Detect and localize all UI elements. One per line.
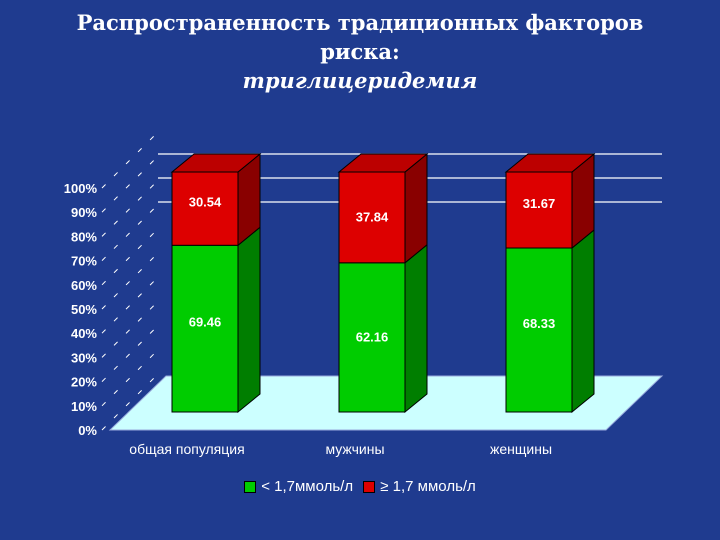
legend-swatch-green bbox=[244, 480, 257, 493]
y-tick-label: 40% bbox=[71, 326, 97, 341]
y-grid-diagonal bbox=[101, 252, 159, 310]
legend: < 1,7ммоль/л ≥ 1,7 ммоль/л bbox=[0, 478, 720, 497]
y-grid-diagonal bbox=[101, 131, 159, 189]
bar-top bbox=[170, 153, 262, 173]
data-label: 69.46 bbox=[189, 315, 222, 330]
y-tick-label: 100% bbox=[64, 181, 98, 196]
data-label: 30.54 bbox=[189, 195, 222, 210]
y-tick-label: 30% bbox=[71, 350, 97, 365]
legend-item-low: < 1,7ммоль/л bbox=[244, 478, 353, 495]
y-tick-label: 0% bbox=[78, 423, 97, 438]
y-grid-diagonal bbox=[101, 276, 159, 334]
y-tick-label: 70% bbox=[71, 254, 97, 269]
bar-top bbox=[504, 153, 596, 173]
category-label: женщины bbox=[490, 441, 552, 457]
y-grid-diagonal bbox=[101, 204, 159, 261]
legend-label-high: ≥ 1,7 ммоль/л bbox=[380, 478, 476, 495]
bar-segment-front bbox=[505, 171, 573, 249]
bar-segment-side bbox=[571, 228, 595, 414]
y-tick-label: 20% bbox=[71, 375, 97, 390]
data-label: 31.67 bbox=[523, 196, 556, 211]
y-grid-diagonal bbox=[101, 325, 159, 382]
category-label: мужчины bbox=[325, 441, 384, 457]
bar-segment-side bbox=[404, 152, 428, 264]
y-grid-diagonal bbox=[101, 155, 159, 213]
y-grid-diagonal bbox=[101, 180, 159, 237]
category-label: общая популяция bbox=[129, 441, 244, 457]
y-tick-label: 10% bbox=[71, 399, 97, 414]
bar-segment-front bbox=[338, 262, 406, 413]
y-tick-label: 90% bbox=[71, 205, 97, 220]
y-grid-diagonal bbox=[101, 301, 159, 358]
title-line-2: риска: bbox=[320, 39, 400, 64]
data-label: 37.84 bbox=[356, 209, 389, 224]
slide-title: Распространенность традиционных факторов… bbox=[0, 8, 720, 95]
bar-segment-side bbox=[404, 243, 428, 414]
y-tick-label: 60% bbox=[71, 278, 97, 293]
data-label: 68.33 bbox=[523, 316, 556, 331]
title-line-3: триглицеридемия bbox=[242, 68, 478, 93]
legend-swatch-red bbox=[363, 480, 376, 493]
bar-segment-front bbox=[505, 247, 573, 413]
legend-item-high: ≥ 1,7 ммоль/л bbox=[363, 478, 476, 495]
legend-label-low: < 1,7ммоль/л bbox=[261, 478, 354, 495]
y-tick-label: 80% bbox=[71, 229, 97, 244]
y-tick-label: 50% bbox=[71, 302, 97, 317]
bar-top bbox=[337, 153, 429, 173]
y-grid-diagonal bbox=[101, 228, 159, 286]
title-line-1: Распространенность традиционных факторов bbox=[76, 10, 644, 35]
bar-segment-side bbox=[237, 226, 261, 414]
data-label: 62.16 bbox=[356, 329, 389, 344]
